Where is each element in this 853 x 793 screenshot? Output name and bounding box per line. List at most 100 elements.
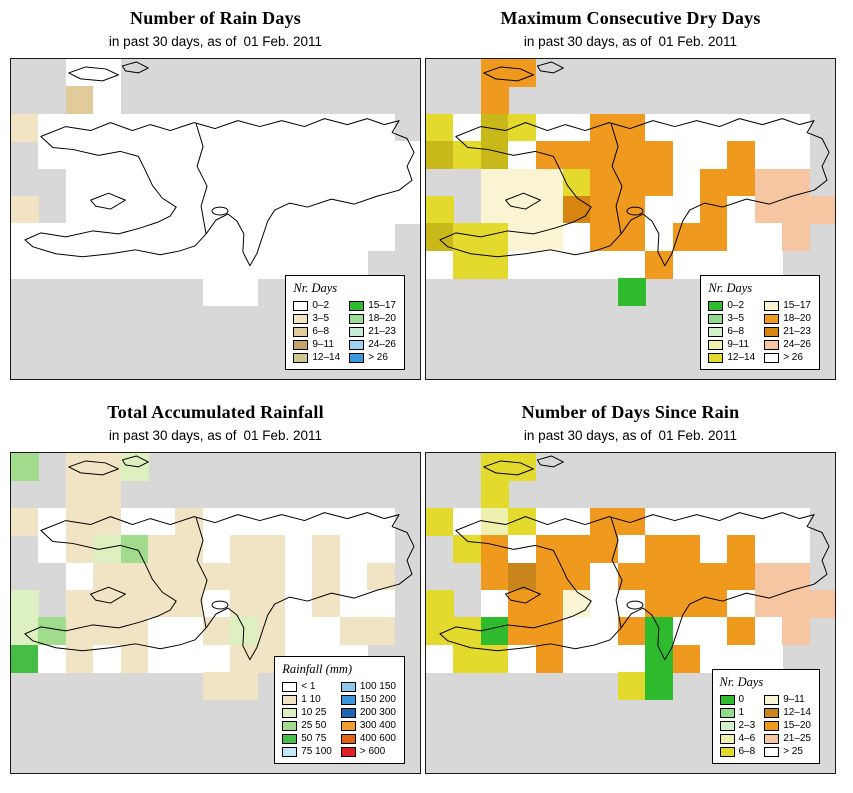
legend-label: > 26 — [368, 352, 388, 363]
grid-cell — [367, 590, 396, 618]
subtitle-date: 01 Feb. 2011 — [243, 34, 323, 49]
grid-cell — [175, 535, 204, 564]
grid-cell — [672, 590, 701, 618]
grid-cell — [367, 617, 396, 646]
legend-swatch — [764, 313, 780, 324]
grid-cell — [754, 535, 783, 564]
grid-cell — [508, 250, 537, 279]
grid-cell — [65, 590, 94, 618]
grid-cell — [617, 535, 646, 564]
grid-cell — [367, 535, 396, 564]
grid-cell — [175, 590, 204, 618]
grid-cell — [754, 113, 783, 142]
legend-item: > 25 — [764, 746, 811, 757]
grid-cell — [754, 141, 783, 170]
legend-title: Nr. Days — [293, 281, 338, 295]
legend-columns: 0 1 2–3 4–6 6–8 9–11 12–14 15–20 21–25 > 25 — [719, 694, 811, 757]
legend-swatch — [282, 720, 298, 731]
legend-label: 18–20 — [783, 313, 811, 324]
legend-item: 12–14 — [764, 707, 811, 718]
legend-item: 400 600 — [340, 733, 396, 744]
grid-cell — [617, 672, 646, 701]
legend-label: 0 — [738, 694, 745, 705]
grid-cell — [65, 141, 94, 170]
legend-label: 9–11 — [312, 339, 334, 350]
grid-cell — [339, 617, 368, 646]
grid-cell — [93, 168, 122, 197]
legend-swatch — [764, 720, 780, 731]
legend-item: 12–14 — [293, 352, 340, 363]
grid-cell — [93, 507, 122, 536]
grid-cell — [426, 113, 454, 142]
grid-cell — [175, 562, 204, 591]
grid-cell — [672, 250, 701, 279]
grid-cell — [782, 141, 811, 170]
grid-cell — [645, 672, 674, 701]
grid-cell — [426, 644, 454, 673]
grid-cell — [175, 113, 204, 142]
grid-cell — [202, 562, 231, 591]
legend-label: 9–11 — [727, 339, 749, 350]
legend-label: 15–20 — [783, 720, 811, 731]
legend-swatch — [708, 313, 724, 324]
grid-cell — [453, 507, 482, 536]
legend-swatch — [349, 300, 365, 311]
grid-cell — [508, 59, 537, 87]
legend-swatch — [282, 681, 298, 692]
grid-cell — [617, 196, 646, 224]
grid-cell — [563, 535, 591, 564]
legend-label: > 600 — [359, 746, 386, 757]
panel-rain-days: Number of Rain Days in past 30 days, as … — [10, 8, 421, 393]
grid-cell — [508, 168, 537, 197]
grid-cell — [339, 507, 368, 536]
legend-item: 150 200 — [340, 694, 396, 705]
grid-cell — [563, 250, 591, 279]
legend-label: 12–14 — [727, 352, 756, 363]
legend-item: 3–5 — [293, 313, 340, 324]
grid-cell — [65, 223, 94, 252]
legend-label: 25 50 — [301, 720, 327, 731]
grid-cell — [120, 617, 149, 646]
grid-cell — [590, 250, 619, 279]
grid-cell — [367, 141, 396, 170]
grid-cell — [202, 141, 231, 170]
grid-cell — [727, 590, 756, 618]
panel-subtitle: in past 30 days, as of 01 Feb. 2011 — [10, 428, 421, 443]
legend-column: 0–2 3–5 6–8 9–11 12–14 — [293, 300, 340, 363]
grid-cell — [312, 223, 341, 252]
legend-swatch — [764, 300, 780, 311]
grid-cell — [38, 113, 67, 142]
legend-item: 4–6 — [719, 733, 755, 744]
grid-cell — [700, 113, 728, 142]
grid-cell — [782, 617, 811, 646]
grid-cell — [617, 168, 646, 197]
legend-item: 75 100 — [282, 746, 332, 757]
legend-label: 21–23 — [368, 326, 396, 337]
legend-swatch — [764, 694, 780, 705]
grid-cell — [230, 223, 259, 252]
legend-column: 0–2 3–5 6–8 9–11 12–14 — [708, 300, 755, 363]
legend-title: Nr. Days — [719, 675, 764, 689]
grid-cell — [727, 617, 756, 646]
legend-box: Rainfall (mm) < 1 1 10 10 25 25 50 50 75 75 1… — [274, 656, 405, 764]
grid-cell — [93, 644, 122, 673]
grid-cell — [672, 562, 701, 591]
legend-label: 0–2 — [727, 300, 745, 311]
legend-swatch — [293, 352, 309, 363]
legend-box: Nr. Days 0 1 2–3 4–6 6–8 9–11 12–14 15–20 21–25 >… — [711, 669, 820, 764]
legend-swatch — [764, 339, 780, 350]
grid-cell — [257, 250, 286, 279]
legend-swatch — [719, 707, 735, 718]
grid-cell — [480, 168, 509, 197]
legend-item: 12–14 — [708, 352, 755, 363]
legend-label: 15–17 — [783, 300, 811, 311]
grid-cell — [453, 113, 482, 142]
grid-cell — [480, 590, 509, 618]
grid-cell — [590, 223, 619, 252]
grid-cell — [782, 168, 811, 197]
grid-cell — [645, 590, 674, 618]
grid-cell — [11, 250, 39, 279]
legend-swatch — [340, 681, 356, 692]
legend-swatch — [764, 326, 780, 337]
grid-cell — [453, 223, 482, 252]
